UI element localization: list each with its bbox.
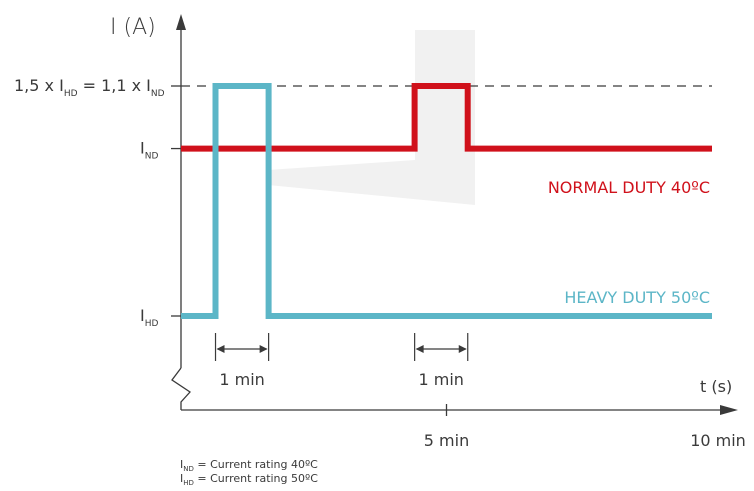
y-axis-title: I (A) (110, 15, 156, 40)
footnote-nd-text: = Current rating 40ºC (194, 458, 318, 471)
peak-label-mid: = 1,1 x I (78, 76, 151, 95)
nd-label-sub: ND (145, 152, 159, 162)
x-axis-arrow (720, 405, 738, 415)
background-shading (268, 30, 475, 205)
interval-label: 1 min (219, 370, 264, 389)
y-tick-label-peak: 1,5 x IHD = 1,1 x IND (14, 76, 165, 99)
hd-label-main: I (140, 306, 145, 325)
nd-label-main: I (140, 139, 145, 158)
series-line-normal-duty (181, 83, 712, 152)
footnote-nd: IND = Current rating 40ºC (180, 458, 318, 473)
peak-label-sub-nd: ND (151, 89, 165, 99)
interval-arrowhead-right (458, 345, 467, 353)
footnote-nd-sub: ND (183, 465, 194, 473)
interval-arrowhead-left (415, 345, 424, 353)
interval-label: 1 min (418, 370, 463, 389)
series-group (181, 83, 712, 319)
interval-arrowhead-left (216, 345, 225, 353)
footnote-hd-main: I (180, 472, 183, 485)
y-axis-arrow (176, 14, 186, 30)
series-label-heavy-duty: HEAVY DUTY 50ºC (564, 288, 710, 307)
x-tick-label: 5 min (424, 431, 469, 450)
footnote-hd: IHD = Current rating 50ºC (180, 472, 318, 487)
interval-annotations: 1 min 1 min (214, 333, 469, 389)
footnote-hd-sub: HD (183, 479, 194, 487)
footnote-hd-text: = Current rating 50ºC (194, 472, 318, 485)
y-tick-label-hd: IHD (140, 306, 158, 329)
x-axis-title: t (s) (700, 377, 732, 396)
footnote-nd-main: I (180, 458, 183, 471)
series-line-heavy-duty (181, 83, 712, 319)
y-tick-label-nd: IND (140, 139, 158, 162)
axis-break-mark (171, 367, 191, 410)
hd-label-sub: HD (145, 319, 159, 329)
peak-label-sub-hd: HD (64, 89, 78, 99)
x-ticks: 5 min 10 min (424, 404, 746, 450)
series-label-normal-duty: NORMAL DUTY 40ºC (548, 178, 710, 197)
peak-label-prefix: 1,5 x I (14, 76, 64, 95)
x-tick-label: 10 min (690, 431, 746, 450)
y-ticks (171, 85, 181, 317)
interval-arrowhead-right (259, 345, 268, 353)
